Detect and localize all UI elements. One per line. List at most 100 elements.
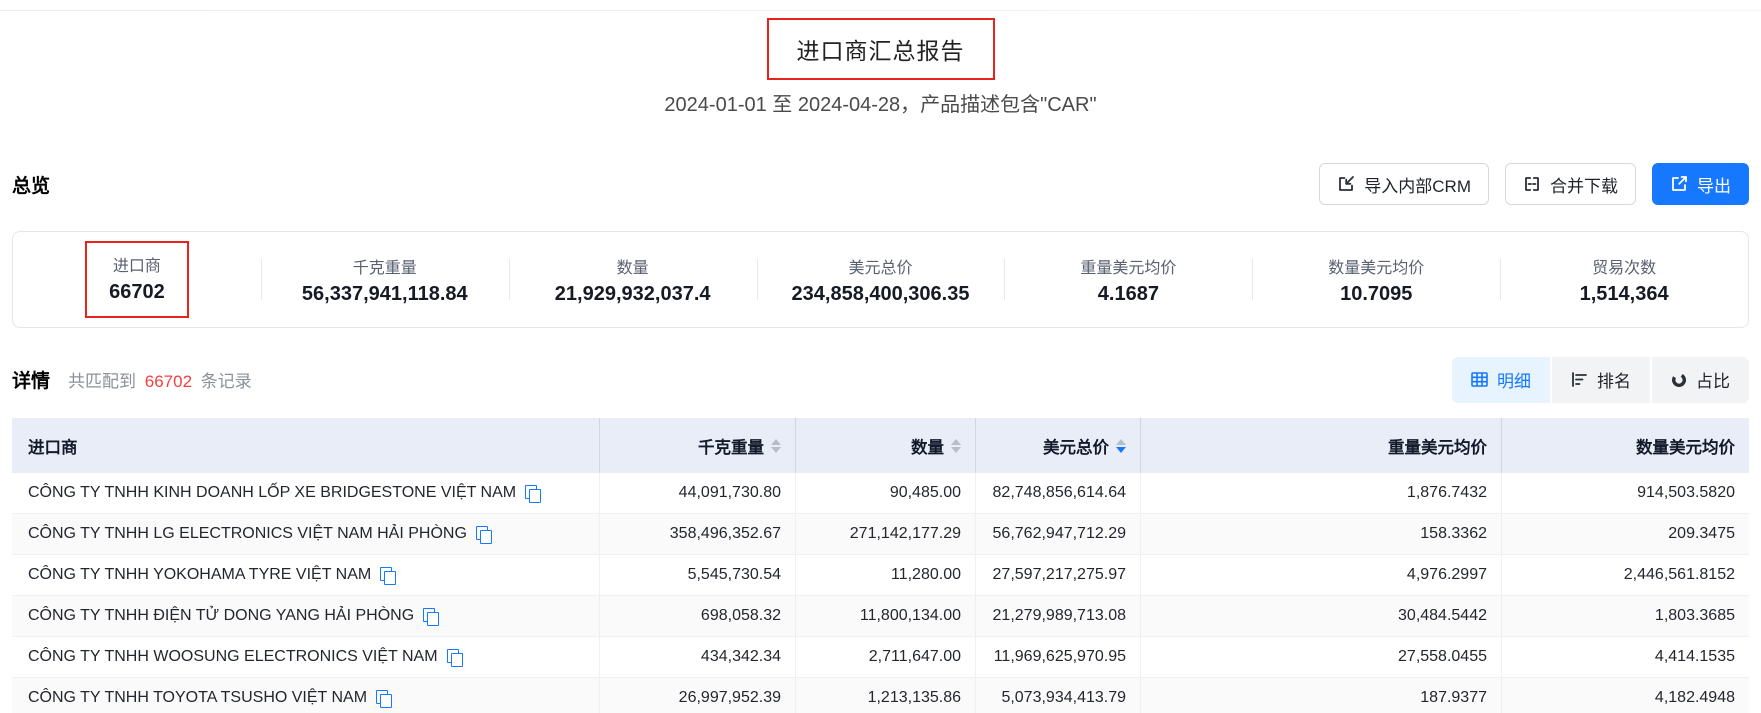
cell-kg-weight: 358,496,352.67: [600, 514, 796, 554]
column-label: 数量美元均价: [1636, 438, 1735, 457]
tab-detail[interactable]: 明细: [1452, 356, 1550, 403]
stat-value: 56,337,941,118.84: [301, 282, 468, 305]
table-row[interactable]: CÔNG TY TNHH TOYOTA TSUSHO VIỆT NAM 26,9…: [12, 678, 1749, 713]
column-label: 数量: [911, 438, 944, 457]
cell-usd-per-quantity: 209.3475: [1668, 525, 1735, 542]
cell-quantity: 2,711,647.00: [796, 637, 976, 677]
overview-actions: 导入内部CRM 合并下载 导出: [1319, 163, 1749, 205]
column-label: 进口商: [28, 438, 78, 457]
ranking-icon: [1572, 372, 1587, 387]
column-header-importer: 进口商: [12, 418, 600, 473]
stat-label: 数量: [616, 259, 649, 277]
cell-usd-per-weight: 158.3362: [1141, 514, 1502, 554]
match-suffix: 条记录: [200, 372, 252, 391]
overview-stats-card: 进口商 66702 千克重量 56,337,941,118.84 数量 21,9…: [12, 231, 1749, 328]
table-row[interactable]: CÔNG TY TNHH YOKOHAMA TYRE VIỆT NAM 5,54…: [12, 555, 1749, 596]
copy-icon[interactable]: [475, 526, 492, 544]
import-crm-button[interactable]: 导入内部CRM: [1319, 163, 1489, 205]
cell-quantity: 11,800,134.00: [796, 596, 976, 636]
tab-ranking[interactable]: 排名: [1552, 356, 1650, 403]
stat-trade-count: 贸易次数 1,514,364: [1500, 232, 1748, 327]
stat-highlight-box: 进口商 66702: [85, 241, 189, 318]
merge-download-button[interactable]: 合并下载: [1505, 163, 1636, 205]
stat-label: 千克重量: [352, 259, 417, 277]
overview-bar: 总览 导入内部CRM 合并下载: [12, 163, 1749, 205]
overview-section-title: 总览: [12, 175, 51, 197]
cell-usd-per-weight: 30,484.5442: [1141, 596, 1502, 636]
export-button-label: 导出: [1697, 176, 1731, 196]
export-icon: [1672, 176, 1687, 191]
cell-kg-weight: 26,997,952.39: [600, 678, 796, 713]
cell-usd-per-weight: 4,976.2997: [1141, 555, 1502, 595]
cell-quantity: 90,485.00: [796, 473, 976, 513]
copy-icon[interactable]: [525, 485, 542, 503]
table-row[interactable]: CÔNG TY TNHH KINH DOANH LỐP XE BRIDGESTO…: [12, 473, 1749, 514]
importer-name: CÔNG TY TNHH TOYOTA TSUSHO VIỆT NAM: [28, 689, 368, 706]
importer-name: CÔNG TY TNHH WOOSUNG ELECTRONICS VIỆT NA…: [28, 648, 438, 665]
cell-kg-weight: 698,058.32: [600, 596, 796, 636]
merge-download-button-label: 合并下载: [1550, 176, 1618, 196]
cell-quantity: 1,213,135.86: [796, 678, 976, 713]
details-bar: 详情 共匹配到 66702 条记录 明细 排名: [12, 356, 1749, 403]
cell-quantity: 11,280.00: [796, 555, 976, 595]
copy-icon[interactable]: [423, 608, 440, 626]
cell-usd-total: 82,748,856,614.64: [976, 473, 1141, 513]
copy-icon[interactable]: [380, 567, 397, 585]
stat-quantity: 数量 21,929,932,037.4: [508, 232, 757, 327]
column-label: 美元总价: [1043, 438, 1109, 457]
title-highlight-box: 进口商汇总报告: [766, 18, 995, 80]
sort-desc-active-icon: [1116, 438, 1126, 453]
copy-icon[interactable]: [446, 649, 463, 667]
stat-label: 进口商: [112, 258, 161, 275]
cell-usd-per-quantity: 4,182.4948: [1654, 689, 1735, 706]
tab-share[interactable]: 占比: [1652, 356, 1749, 403]
table-row[interactable]: CÔNG TY TNHH ĐIỆN TỬ DONG YANG HẢI PHÒNG…: [12, 596, 1749, 637]
stat-usd-per-weight: 重量美元均价 4.1687: [1004, 232, 1252, 327]
table-icon: [1471, 372, 1488, 387]
cell-usd-total: 56,762,947,712.29: [976, 514, 1141, 554]
import-crm-button-label: 导入内部CRM: [1364, 176, 1471, 196]
importer-name: CÔNG TY TNHH ĐIỆN TỬ DONG YANG HẢI PHÒNG: [28, 607, 415, 624]
view-tabs: 明细 排名 占比: [1452, 356, 1749, 403]
stat-label: 数量美元均价: [1328, 259, 1425, 277]
import-icon: [1339, 176, 1355, 191]
column-header-kg-weight[interactable]: 千克重量: [600, 418, 796, 473]
cell-kg-weight: 434,342.34: [600, 637, 796, 677]
column-header-usd-per-weight: 重量美元均价: [1141, 418, 1502, 473]
tab-share-label: 占比: [1696, 372, 1730, 391]
stat-value: 66702: [109, 281, 165, 303]
table-row[interactable]: CÔNG TY TNHH WOOSUNG ELECTRONICS VIỆT NA…: [12, 637, 1749, 678]
cell-kg-weight: 44,091,730.80: [600, 473, 796, 513]
importer-name: CÔNG TY TNHH LG ELECTRONICS VIỆT NAM HẢI…: [28, 525, 467, 542]
importer-name: CÔNG TY TNHH KINH DOANH LỐP XE BRIDGESTO…: [28, 484, 517, 501]
column-header-usd-total[interactable]: 美元总价: [976, 418, 1141, 473]
stat-value: 21,929,932,037.4: [554, 282, 711, 305]
copy-icon[interactable]: [376, 690, 393, 708]
cell-usd-per-weight: 187.9377: [1141, 678, 1502, 713]
cell-usd-total: 27,597,217,275.97: [976, 555, 1141, 595]
importers-table: 进口商 千克重量 数量 美元总价 重量美元均价 数量美元均价: [12, 418, 1749, 713]
match-prefix: 共匹配到: [68, 372, 137, 391]
column-label: 重量美元均价: [1388, 438, 1487, 457]
cell-usd-total: 21,279,989,713.08: [976, 596, 1141, 636]
merge-download-icon: [1525, 177, 1539, 191]
table-row[interactable]: CÔNG TY TNHH LG ELECTRONICS VIỆT NAM HẢI…: [12, 514, 1749, 555]
stat-importers: 进口商 66702: [13, 232, 261, 327]
stat-label: 重量美元均价: [1080, 259, 1177, 277]
cell-usd-total: 11,969,625,970.95: [976, 637, 1141, 677]
cell-kg-weight: 5,545,730.54: [600, 555, 796, 595]
table-body: CÔNG TY TNHH KINH DOANH LỐP XE BRIDGESTO…: [12, 473, 1749, 713]
stat-label: 美元总价: [848, 259, 913, 277]
export-button[interactable]: 导出: [1652, 163, 1749, 205]
stat-usd-total: 美元总价 234,858,400,306.35: [756, 232, 1005, 327]
stat-value: 10.7095: [1340, 282, 1413, 305]
stat-label: 贸易次数: [1592, 259, 1657, 277]
tab-detail-label: 明细: [1497, 372, 1531, 391]
page-top-divider: [0, 10, 1761, 11]
cell-usd-per-quantity: 914,503.5820: [1637, 484, 1735, 501]
cell-usd-per-weight: 27,558.0455: [1141, 637, 1502, 677]
column-header-quantity[interactable]: 数量: [796, 418, 976, 473]
pie-chart-icon: [1671, 372, 1687, 387]
page-title: 进口商汇总报告: [796, 38, 965, 64]
stat-value: 1,514,364: [1579, 282, 1669, 305]
